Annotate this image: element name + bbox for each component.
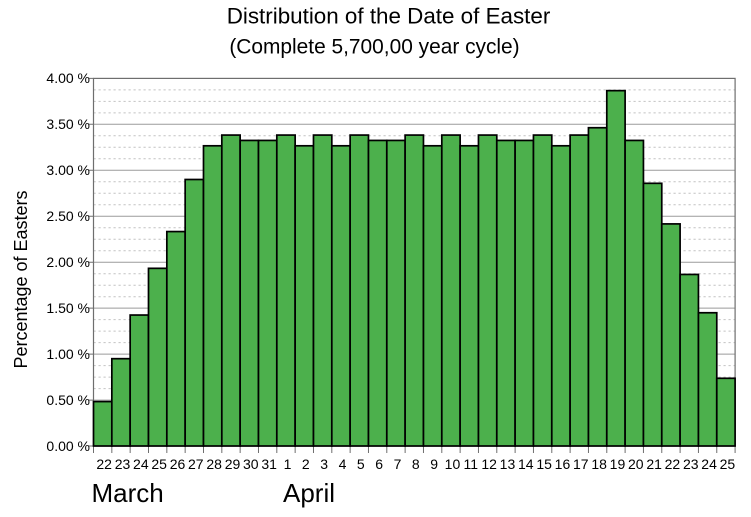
svg-text:10: 10 [445, 456, 461, 472]
svg-text:March: March [92, 478, 164, 508]
svg-text:17: 17 [573, 456, 589, 472]
svg-text:11: 11 [464, 456, 479, 472]
svg-text:29: 29 [225, 456, 241, 472]
svg-text:21: 21 [646, 456, 662, 472]
svg-text:26: 26 [170, 456, 186, 472]
svg-text:23: 23 [115, 456, 131, 472]
svg-text:30: 30 [243, 456, 259, 472]
svg-text:(Complete 5,700,00 year cycle): (Complete 5,700,00 year cycle) [229, 36, 519, 59]
svg-text:5: 5 [357, 456, 365, 472]
svg-text:Percentage of Easters: Percentage of Easters [11, 190, 31, 368]
svg-text:0.50 %: 0.50 % [46, 392, 90, 408]
svg-text:0.00 %: 0.00 % [46, 438, 90, 454]
svg-text:1: 1 [284, 456, 292, 472]
svg-text:9: 9 [430, 456, 438, 472]
svg-text:3.00 %: 3.00 % [46, 162, 90, 178]
svg-text:3: 3 [320, 456, 328, 472]
svg-text:19: 19 [610, 456, 626, 472]
svg-text:4: 4 [339, 456, 347, 472]
svg-text:8: 8 [412, 456, 420, 472]
svg-text:4.00 %: 4.00 % [46, 70, 90, 86]
svg-text:2: 2 [302, 456, 310, 472]
svg-text:25: 25 [151, 456, 167, 472]
svg-text:16: 16 [555, 456, 571, 472]
svg-text:22: 22 [665, 456, 681, 472]
svg-text:20: 20 [628, 456, 644, 472]
svg-text:23: 23 [683, 456, 699, 472]
svg-text:27: 27 [188, 456, 204, 472]
svg-text:Distribution of the Date of Ea: Distribution of the Date of Easter [227, 4, 551, 29]
svg-text:14: 14 [518, 456, 534, 472]
svg-text:7: 7 [394, 456, 402, 472]
svg-text:2.50 %: 2.50 % [46, 208, 90, 224]
svg-text:31: 31 [261, 456, 277, 472]
svg-text:22: 22 [96, 456, 112, 472]
svg-text:3.50 %: 3.50 % [46, 116, 90, 132]
svg-text:2.00 %: 2.00 % [46, 254, 90, 270]
svg-text:15: 15 [536, 456, 552, 472]
svg-text:25: 25 [720, 456, 736, 472]
svg-text:6: 6 [375, 456, 383, 472]
svg-text:1.50 %: 1.50 % [46, 300, 90, 316]
svg-text:28: 28 [206, 456, 222, 472]
svg-text:12: 12 [481, 456, 497, 472]
svg-text:1.00 %: 1.00 % [46, 346, 90, 362]
svg-text:April: April [283, 478, 335, 508]
svg-text:24: 24 [701, 456, 717, 472]
svg-text:24: 24 [133, 456, 149, 472]
svg-text:13: 13 [500, 456, 516, 472]
svg-text:18: 18 [591, 456, 607, 472]
